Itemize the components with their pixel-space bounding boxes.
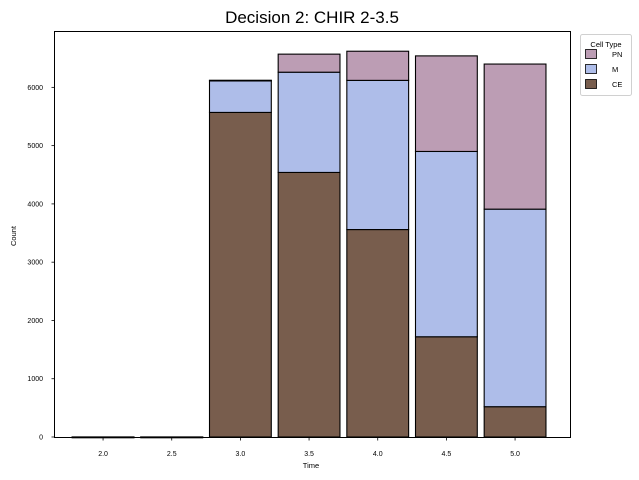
bar-m-5.0 bbox=[483, 208, 547, 408]
x-tick-label-4.5: 4.5 bbox=[442, 451, 452, 458]
legend-swatch-m bbox=[585, 64, 597, 74]
legend-label-pn: PN bbox=[612, 50, 622, 59]
bar-ce-3.5 bbox=[277, 171, 341, 438]
legend-swatch-ce bbox=[585, 79, 597, 89]
y-tick-label-5000: 5000 bbox=[27, 143, 43, 150]
x-tick-label-3.5: 3.5 bbox=[304, 451, 314, 458]
legend-swatch-pn bbox=[585, 49, 597, 59]
bar-m-3.0 bbox=[208, 79, 272, 113]
y-tick-label-1000: 1000 bbox=[27, 376, 43, 383]
bar-pn-5.0 bbox=[483, 63, 547, 210]
bar-m-4.5 bbox=[414, 150, 478, 338]
legend-title: Cell Type bbox=[590, 40, 621, 49]
y-tick-label-0: 0 bbox=[39, 435, 43, 442]
legend: Cell Type PN M CE bbox=[580, 34, 632, 96]
bar-ce-4.5 bbox=[414, 336, 478, 438]
y-tick-label-6000: 6000 bbox=[27, 85, 43, 92]
y-tick-label-3000: 3000 bbox=[27, 260, 43, 267]
y-tick-label-2000: 2000 bbox=[27, 318, 43, 325]
bar-pn-4.0 bbox=[346, 50, 410, 81]
bar-pn-3.5 bbox=[277, 53, 341, 73]
y-axis-ticks: 0 1000 2000 3000 4000 5000 6000 bbox=[27, 85, 55, 442]
chart-title: Decision 2: CHIR 2-3.5 bbox=[225, 8, 399, 27]
x-tick-label-2.5: 2.5 bbox=[167, 451, 177, 458]
bar-m-4.0 bbox=[346, 79, 410, 231]
bar-ce-3.0 bbox=[208, 111, 272, 438]
x-axis-ticks: 2.0 2.5 3.0 3.5 4.0 4.5 5.0 bbox=[98, 437, 520, 458]
legend-label-ce: CE bbox=[612, 80, 622, 89]
x-tick-label-4.0: 4.0 bbox=[373, 451, 383, 458]
y-tick-label-4000: 4000 bbox=[27, 201, 43, 208]
legend-label-m: M bbox=[612, 65, 618, 74]
x-axis-label: Time bbox=[303, 461, 319, 470]
bar-ce-4.0 bbox=[346, 229, 410, 438]
bar-pn-3.0 bbox=[208, 79, 272, 82]
y-axis-label: Count bbox=[9, 225, 18, 246]
bar-m-3.5 bbox=[277, 71, 341, 173]
bar-pn-4.5 bbox=[414, 55, 478, 153]
x-tick-label-5.0: 5.0 bbox=[510, 451, 520, 458]
x-tick-label-3.0: 3.0 bbox=[236, 451, 246, 458]
legend-entries: PN M CE bbox=[585, 49, 622, 89]
x-tick-label-2.0: 2.0 bbox=[98, 451, 108, 458]
bars-layer bbox=[71, 50, 547, 439]
bar-ce-5.0 bbox=[483, 406, 547, 438]
